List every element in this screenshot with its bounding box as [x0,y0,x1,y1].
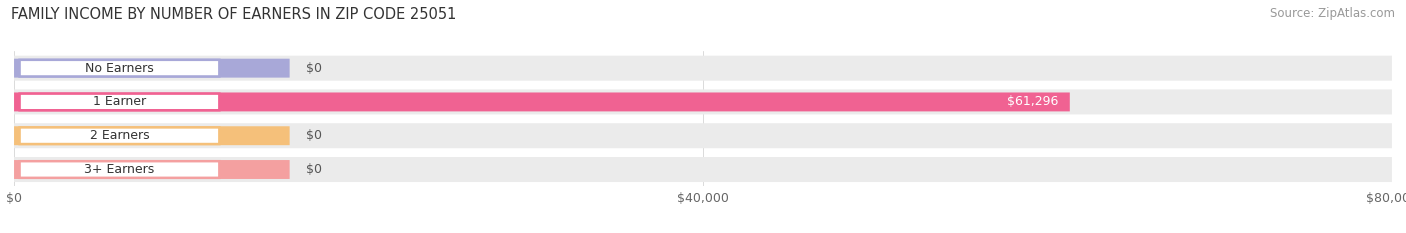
FancyBboxPatch shape [20,161,219,178]
Text: 2 Earners: 2 Earners [90,129,149,142]
FancyBboxPatch shape [14,126,290,145]
Text: Source: ZipAtlas.com: Source: ZipAtlas.com [1270,7,1395,20]
Text: $0: $0 [307,129,322,142]
Text: $61,296: $61,296 [1007,96,1059,108]
FancyBboxPatch shape [14,123,1392,148]
Text: 1 Earner: 1 Earner [93,96,146,108]
FancyBboxPatch shape [14,56,1392,81]
Text: $0: $0 [307,163,322,176]
Text: FAMILY INCOME BY NUMBER OF EARNERS IN ZIP CODE 25051: FAMILY INCOME BY NUMBER OF EARNERS IN ZI… [11,7,457,22]
FancyBboxPatch shape [14,89,1392,114]
FancyBboxPatch shape [14,157,1392,182]
FancyBboxPatch shape [20,94,219,110]
Text: $0: $0 [307,62,322,75]
FancyBboxPatch shape [14,93,1070,111]
Text: No Earners: No Earners [86,62,153,75]
FancyBboxPatch shape [20,127,219,144]
FancyBboxPatch shape [20,60,219,76]
FancyBboxPatch shape [14,160,290,179]
FancyBboxPatch shape [14,59,290,78]
Text: 3+ Earners: 3+ Earners [84,163,155,176]
